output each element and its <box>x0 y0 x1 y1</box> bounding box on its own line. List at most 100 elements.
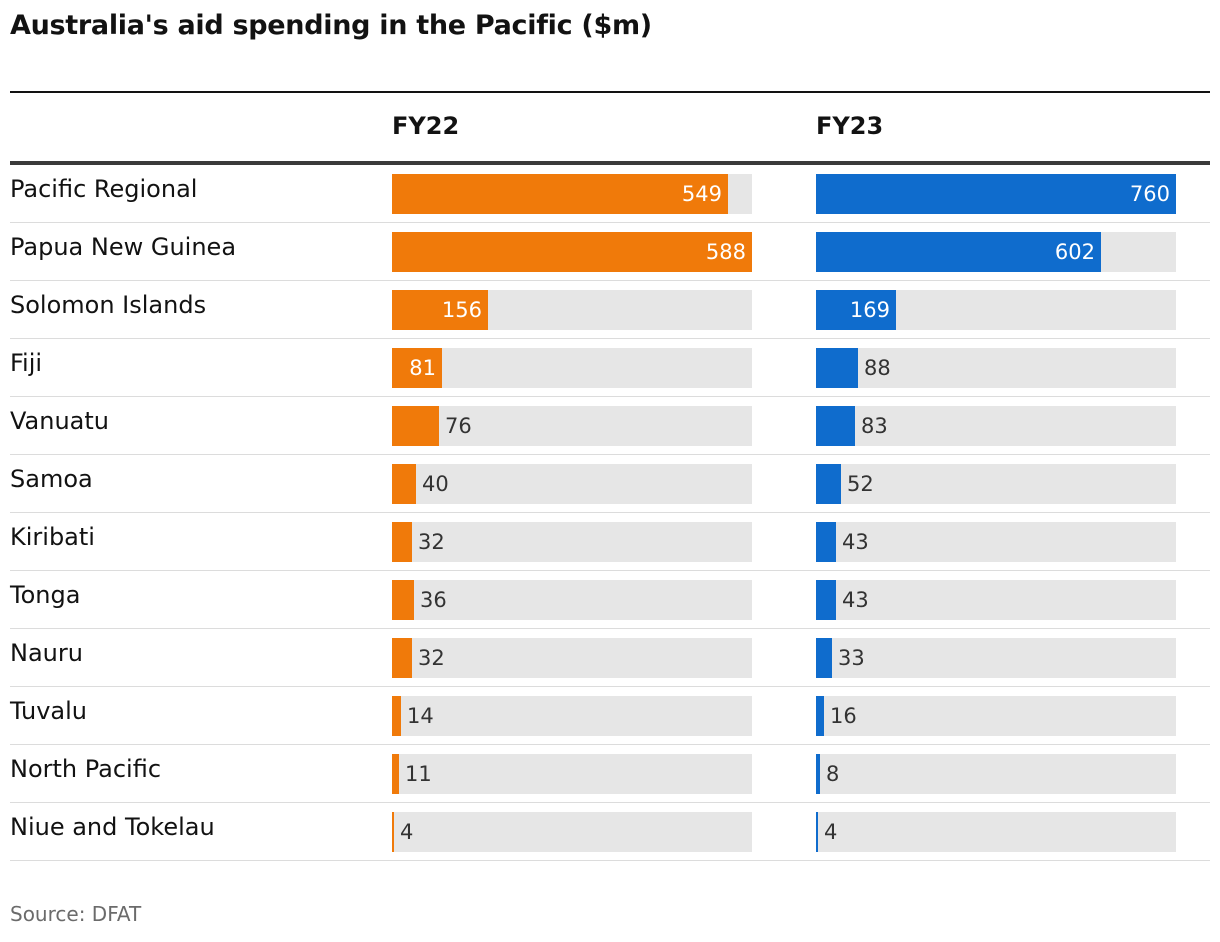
category-label: Niue and Tokelau <box>10 813 215 841</box>
header-rule <box>10 161 1210 165</box>
fy22-bar-track: 32 <box>392 638 752 678</box>
fy23-bar-track: 602 <box>816 232 1176 272</box>
fy22-bar <box>392 754 399 794</box>
fy23-bar-track: 33 <box>816 638 1176 678</box>
fy22-bar <box>392 406 439 446</box>
fy22-bar-track: 11 <box>392 754 752 794</box>
fy23-bar <box>816 232 1101 272</box>
fy22-bar-track: 14 <box>392 696 752 736</box>
fy23-bar-track: 760 <box>816 174 1176 214</box>
fy22-value-label: 32 <box>418 646 445 670</box>
fy23-bar-track: 83 <box>816 406 1176 446</box>
fy22-value-label: 11 <box>405 762 432 786</box>
fy23-bar-track: 43 <box>816 522 1176 562</box>
fy23-bar <box>816 348 858 388</box>
fy22-bar-track: 32 <box>392 522 752 562</box>
fy23-value-label: 43 <box>842 588 869 612</box>
fy23-bar <box>816 290 896 330</box>
row-divider <box>10 860 1210 861</box>
category-label: Tonga <box>10 581 81 609</box>
fy23-bar-track: 8 <box>816 754 1176 794</box>
fy22-bar-track: 36 <box>392 580 752 620</box>
category-label: Fiji <box>10 349 43 377</box>
chart-row: Samoa 40 52 <box>0 455 1220 513</box>
category-label: Nauru <box>10 639 83 667</box>
fy23-value-label: 52 <box>847 472 874 496</box>
fy23-value-label: 602 <box>1054 240 1095 264</box>
row-divider <box>10 802 1210 803</box>
fy22-value-label: 156 <box>441 298 482 322</box>
fy22-bar-track: 549 <box>392 174 752 214</box>
chart-row: Tuvalu 14 16 <box>0 687 1220 745</box>
fy22-bar <box>392 464 416 504</box>
fy23-bar <box>816 696 824 736</box>
chart-row: Kiribati 32 43 <box>0 513 1220 571</box>
fy22-bar <box>392 348 442 388</box>
chart-row: Papua New Guinea 588 602 <box>0 223 1220 281</box>
fy23-bar <box>816 580 836 620</box>
source-note: Source: DFAT <box>10 902 142 926</box>
fy22-bar-track: 156 <box>392 290 752 330</box>
fy22-bar <box>392 638 412 678</box>
fy22-bar <box>392 696 401 736</box>
chart-title: Australia's aid spending in the Pacific … <box>10 10 652 41</box>
category-label: Tuvalu <box>10 697 88 725</box>
category-label: Samoa <box>10 465 93 493</box>
category-label: North Pacific <box>10 755 162 783</box>
column-header-fy22: FY22 <box>392 112 460 140</box>
row-divider <box>10 222 1210 223</box>
fy23-value-label: 33 <box>838 646 865 670</box>
fy23-bar <box>816 522 836 562</box>
fy22-bar-track: 588 <box>392 232 752 272</box>
fy22-value-label: 32 <box>418 530 445 554</box>
fy23-bar-track: 52 <box>816 464 1176 504</box>
row-divider <box>10 454 1210 455</box>
fy22-value-label: 40 <box>422 472 449 496</box>
fy22-value-label: 36 <box>420 588 447 612</box>
fy22-bar-track: 76 <box>392 406 752 446</box>
fy23-value-label: 760 <box>1129 182 1170 206</box>
chart-row: Nauru 32 33 <box>0 629 1220 687</box>
fy22-value-label: 588 <box>705 240 746 264</box>
fy23-value-label: 16 <box>830 704 857 728</box>
fy23-bar <box>816 464 841 504</box>
fy23-bar-track: 43 <box>816 580 1176 620</box>
fy23-value-label: 8 <box>826 762 840 786</box>
top-rule <box>10 91 1210 93</box>
fy22-value-label: 4 <box>400 820 414 844</box>
row-divider <box>10 686 1210 687</box>
fy22-bar <box>392 522 412 562</box>
chart-row: Tonga 36 43 <box>0 571 1220 629</box>
fy23-bar-track: 4 <box>816 812 1176 852</box>
row-divider <box>10 396 1210 397</box>
row-divider <box>10 280 1210 281</box>
fy23-bar <box>816 754 820 794</box>
fy23-value-label: 43 <box>842 530 869 554</box>
fy22-bar <box>392 174 728 214</box>
chart-row: North Pacific 11 8 <box>0 745 1220 803</box>
fy22-bar-track: 40 <box>392 464 752 504</box>
row-divider <box>10 628 1210 629</box>
fy23-bar <box>816 174 1176 214</box>
fy23-bar <box>816 406 855 446</box>
fy22-value-label: 549 <box>681 182 722 206</box>
column-header-fy23: FY23 <box>816 112 884 140</box>
category-label: Papua New Guinea <box>10 233 237 261</box>
category-label: Pacific Regional <box>10 175 198 203</box>
fy22-bar-track: 81 <box>392 348 752 388</box>
fy23-bar-track: 16 <box>816 696 1176 736</box>
row-divider <box>10 744 1210 745</box>
fy23-value-label: 169 <box>849 298 890 322</box>
category-label: Solomon Islands <box>10 291 207 319</box>
fy23-value-label: 4 <box>824 820 838 844</box>
chart-row: Fiji 81 88 <box>0 339 1220 397</box>
fy22-value-label: 14 <box>407 704 434 728</box>
chart-row: Solomon Islands 156 169 <box>0 281 1220 339</box>
fy23-bar <box>816 812 818 852</box>
fy22-bar-track: 4 <box>392 812 752 852</box>
chart-row: Pacific Regional 549 760 <box>0 165 1220 223</box>
fy23-bar <box>816 638 832 678</box>
fy22-value-label: 76 <box>445 414 472 438</box>
fy22-bar <box>392 232 752 272</box>
fy22-bar <box>392 812 394 852</box>
